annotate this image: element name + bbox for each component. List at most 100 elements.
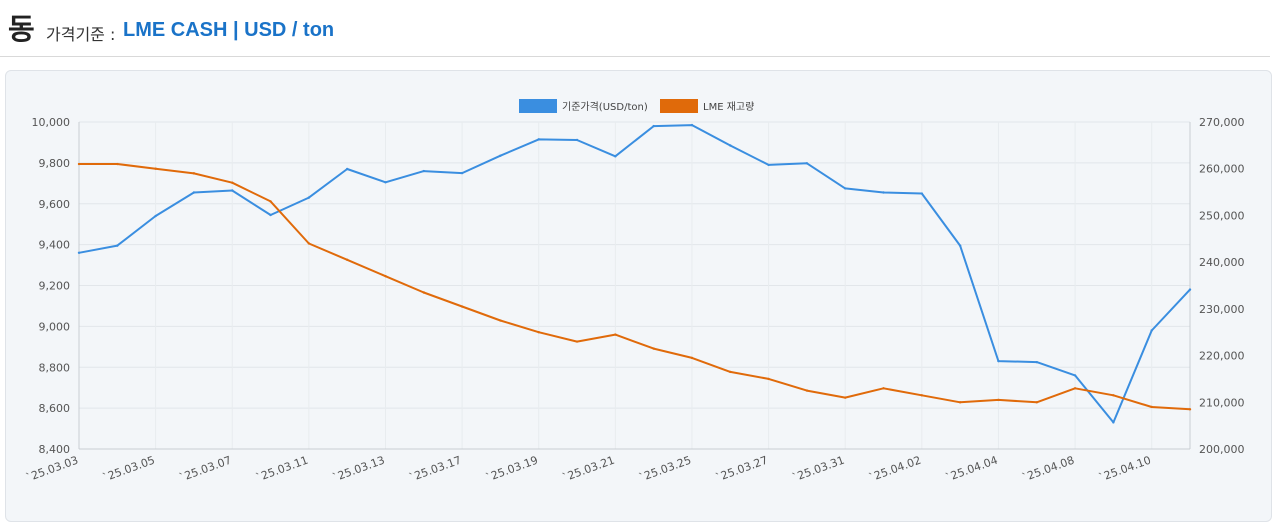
price-point [575, 138, 579, 142]
price-point [231, 189, 234, 192]
x-tick-label: `25.04.10 [1097, 454, 1153, 485]
y-left-tick-label: 9,000 [39, 320, 71, 333]
price-point [345, 167, 349, 171]
inventory-point [1188, 408, 1192, 411]
axes: 8,400 8,600 8,800 9,000 9,200 9,400 9,600 9,800… [24, 116, 1244, 484]
x-tick-label: `25.03.11 [254, 454, 310, 485]
inventory-point [422, 291, 425, 294]
grid-lines [78, 121, 1190, 450]
price-basis-value: LME CASH | USD / ton [123, 19, 335, 41]
y-right-tick-label: 250,000 [1199, 209, 1245, 222]
price-point [614, 155, 617, 158]
price-series-line [78, 124, 1191, 424]
price-point [958, 244, 962, 247]
x-tick-label: `25.04.08 [1020, 454, 1076, 485]
inventory-point [307, 242, 311, 245]
legend-label-inventory: LME 재고량 [703, 101, 754, 113]
price-basis-label: 가격기준 : [46, 25, 116, 44]
price-point [1112, 421, 1115, 424]
y-right-tick-label: 230,000 [1199, 303, 1245, 316]
inventory-point [499, 319, 502, 322]
inventory-point [729, 370, 732, 374]
inventory-point [958, 401, 962, 404]
price-point [767, 163, 770, 167]
price-point [499, 154, 502, 157]
price-point [422, 169, 425, 173]
inventory-point [1073, 387, 1077, 390]
price-point [844, 187, 847, 190]
inventory-point [154, 167, 157, 170]
legend-label-price: 기준가격(USD/ton) [562, 100, 648, 113]
price-point [1188, 288, 1192, 291]
inventory-point [269, 200, 272, 203]
y-right-tick-label: 200,000 [1199, 443, 1245, 456]
price-point [1150, 329, 1153, 332]
x-tick-label: `25.03.17 [407, 454, 463, 485]
y-left-tick-label: 8,600 [39, 402, 71, 415]
y-right-tick-label: 210,000 [1199, 396, 1245, 409]
y-right-tick-label: 220,000 [1199, 350, 1245, 363]
x-tick-label: `25.03.07 [178, 454, 234, 485]
price-point [1035, 360, 1038, 364]
y-left-tick-label: 9,800 [39, 157, 71, 170]
inventory-point [690, 356, 694, 360]
x-tick-label: `25.04.04 [944, 454, 1000, 485]
y-left-tick-label: 9,400 [39, 239, 71, 252]
x-tick-label: `25.03.03 [24, 454, 80, 485]
price-point [384, 181, 387, 184]
price-point [192, 191, 196, 194]
price-point [690, 123, 694, 127]
x-tick-label: `25.03.19 [484, 454, 540, 485]
y-right-tick-label: 260,000 [1199, 163, 1245, 176]
price-point [537, 138, 540, 141]
inventory-point [767, 377, 770, 381]
inventory-point [997, 398, 1000, 402]
chart-legend: 기준가격(USD/ton) LME 재고량 [519, 99, 754, 113]
y-left-tick-label: 8,800 [39, 361, 71, 374]
inventory-point [345, 258, 349, 262]
price-point [729, 144, 732, 147]
inventory-point [844, 396, 847, 399]
y-left-tick-label: 10,000 [32, 116, 71, 129]
inventory-point [77, 162, 81, 166]
inventory-point [614, 333, 617, 336]
y-right-tick-label: 270,000 [1199, 116, 1245, 129]
price-point [1073, 374, 1077, 377]
price-point [920, 192, 924, 195]
chart-panel [5, 70, 1272, 522]
inventory-point [231, 181, 234, 184]
x-tick-label: `25.03.31 [791, 454, 847, 485]
legend-swatch-price [519, 99, 557, 113]
y-left-tick-label: 9,200 [39, 280, 71, 293]
price-point [460, 171, 464, 175]
x-tick-label: `25.03.13 [331, 454, 387, 485]
metal-name: 동 [8, 12, 35, 46]
price-point [997, 359, 1000, 363]
inventory-point [1112, 394, 1115, 397]
inventory-point [920, 394, 924, 397]
x-tick-label: `25.03.25 [637, 454, 693, 485]
page-header: 동 가격기준 : LME CASH | USD / ton [0, 0, 1270, 57]
price-point [307, 196, 311, 199]
y-right-tick-label: 240,000 [1199, 256, 1245, 269]
price-point [805, 162, 809, 165]
inventory-point [116, 162, 119, 166]
inventory-point [1150, 405, 1153, 409]
inventory-point [537, 331, 540, 334]
y-left-tick-label: 8,400 [39, 443, 71, 456]
inventory-point [192, 172, 196, 175]
series-lines [77, 123, 1192, 424]
inventory-point [460, 305, 464, 308]
inventory-point [805, 389, 809, 392]
x-tick-label: `25.03.21 [561, 454, 617, 485]
price-point [116, 244, 119, 247]
x-tick-label: `25.03.27 [714, 454, 770, 485]
price-point [154, 214, 157, 218]
inventory-point [652, 347, 655, 350]
price-point [269, 213, 272, 217]
inventory-point [384, 274, 387, 278]
inventory-point [882, 387, 885, 390]
price-point [882, 191, 885, 194]
price-point [77, 251, 81, 254]
